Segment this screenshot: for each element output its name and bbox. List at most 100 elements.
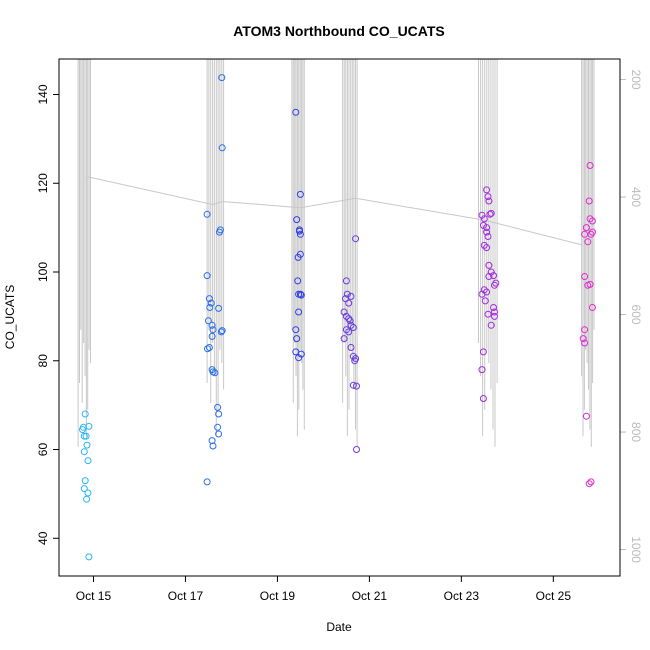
right-tick-label: 1000 <box>629 536 643 563</box>
right-tick-label: 800 <box>629 422 643 442</box>
data-point <box>353 382 360 390</box>
data-point <box>484 193 492 201</box>
data-point <box>586 162 594 169</box>
data-point <box>206 304 214 311</box>
data-point <box>343 290 351 298</box>
data-point <box>84 457 92 465</box>
data-point <box>296 230 304 238</box>
data-point <box>85 422 93 430</box>
data-point <box>585 197 593 205</box>
data-point <box>353 446 360 453</box>
data-point <box>218 144 226 152</box>
data-point <box>345 299 353 307</box>
data-point <box>217 328 225 336</box>
data-point <box>208 321 216 329</box>
data-point <box>83 441 91 449</box>
data-point <box>586 280 594 288</box>
data-point <box>487 321 495 329</box>
data-point <box>207 299 215 307</box>
data-point <box>351 357 359 365</box>
data-point <box>484 233 492 240</box>
data-point <box>294 253 302 261</box>
data-point <box>581 326 589 334</box>
y-tick-label: 80 <box>36 354 50 368</box>
y-tick-label: 100 <box>36 262 50 282</box>
plot-frame <box>58 58 621 577</box>
data-point <box>478 366 486 374</box>
data-point <box>214 403 222 411</box>
data-point <box>481 297 489 305</box>
data-point <box>484 310 492 318</box>
data-point <box>490 272 497 280</box>
data-point <box>296 290 304 298</box>
x-axis-label: Date <box>326 620 352 634</box>
right-tick-label: 200 <box>629 70 643 90</box>
data-point <box>483 228 491 236</box>
data-point <box>485 273 493 280</box>
data-point <box>479 221 487 229</box>
data-point <box>203 210 211 218</box>
data-point <box>491 308 498 316</box>
data-point <box>203 478 211 486</box>
y-tick-label: 60 <box>36 443 50 457</box>
data-point <box>83 495 91 503</box>
x-tick-label: Oct 17 <box>168 589 204 603</box>
data-point <box>80 485 88 493</box>
y-axis-label: CO_UCATS <box>3 285 17 349</box>
y-tick-label: 140 <box>36 84 50 104</box>
data-point <box>485 197 493 205</box>
data-point <box>349 352 357 360</box>
axes: Oct 15 Oct 17 Oct 19 Oct 21 Oct 23 Oct 25 40 60… <box>36 70 643 603</box>
data-point <box>203 272 211 280</box>
x-tick-label: Oct 19 <box>260 589 296 603</box>
data-point <box>211 369 219 377</box>
data-point <box>342 326 350 334</box>
data-point <box>296 190 304 198</box>
data-point <box>345 328 353 336</box>
data-point <box>293 216 301 224</box>
data-point <box>347 292 355 300</box>
data-points <box>79 74 596 561</box>
data-point <box>349 324 357 331</box>
x-tick-label: Oct 21 <box>352 589 388 603</box>
data-point <box>480 215 488 223</box>
data-point <box>478 290 486 298</box>
data-point <box>342 277 350 285</box>
data-point <box>218 74 226 82</box>
data-point <box>581 339 589 347</box>
data-point <box>297 291 305 299</box>
data-point <box>209 442 217 450</box>
data-point <box>579 335 587 343</box>
data-point <box>486 210 494 218</box>
data-point <box>342 312 350 320</box>
data-point <box>492 279 500 287</box>
data-point <box>294 277 302 285</box>
data-point <box>214 423 222 431</box>
data-point <box>297 350 305 358</box>
right-tick-label: 600 <box>629 305 643 325</box>
data-point <box>81 410 89 418</box>
data-point <box>487 209 495 217</box>
data-point <box>349 381 357 389</box>
data-point <box>480 241 488 249</box>
data-point <box>347 344 355 351</box>
data-point <box>479 395 487 402</box>
data-point <box>483 244 491 252</box>
data-point <box>295 308 303 316</box>
data-point <box>588 304 596 311</box>
data-point <box>483 186 491 194</box>
data-point <box>582 412 590 420</box>
data-point <box>490 304 497 311</box>
data-point <box>588 228 596 236</box>
data-point <box>204 317 212 325</box>
data-point <box>479 348 487 356</box>
data-point <box>581 273 589 280</box>
data-point <box>205 295 213 303</box>
y-tick-label: 40 <box>36 531 50 545</box>
data-point <box>215 430 223 438</box>
data-point <box>204 345 211 353</box>
x-tick-label: Oct 25 <box>536 589 572 603</box>
data-point <box>478 211 486 219</box>
